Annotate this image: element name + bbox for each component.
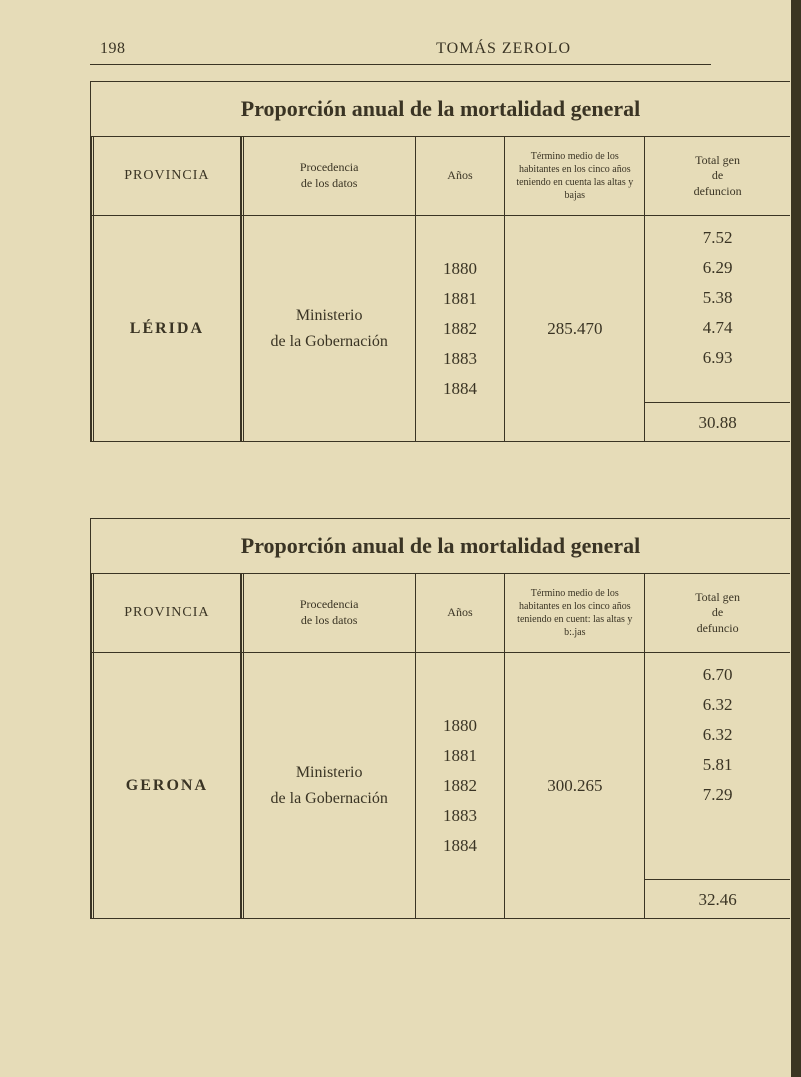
total-value: 5.81 [703,755,733,775]
col-header-provincia: PROVINCIA [91,137,241,215]
table-title: Proporción anual de la mortalidad genera… [91,82,790,137]
col-header-anos: Años [416,574,506,652]
total-value: 4.74 [703,318,733,338]
year: 1880 [443,716,477,736]
page: 198 TOMÁS ZEROLO Proporción anual de la … [0,0,801,1077]
running-header: 198 TOMÁS ZEROLO [0,40,801,58]
total-col-wrap: 7.52 6.29 5.38 4.74 6.93 30.88 [645,216,790,441]
provincia-name: GERONA [126,777,208,795]
year-list: 1880 1881 1882 1883 1884 [443,259,477,399]
total-sum: 32.46 [645,879,790,918]
spacer [0,442,801,502]
termino-value: 285.470 [547,319,602,339]
total-value: 6.32 [703,695,733,715]
table-header-row: PROVINCIA Procedencia de los datos Años … [91,137,790,216]
table-block-lerida: Proporción anual de la mortalidad genera… [90,81,790,442]
provincia-cell: GERONA [91,653,241,918]
total-cell: 7.52 6.29 5.38 4.74 6.93 30.88 [645,216,790,441]
anos-cell: 1880 1881 1882 1883 1884 [416,216,506,441]
total-value: 7.29 [703,785,733,805]
procedencia-cell: Ministerio de la Gobernación [241,653,416,918]
year: 1882 [443,319,477,339]
year: 1881 [443,289,477,309]
col-header-procedencia: Procedencia de los datos [241,137,416,215]
table-title: Proporción anual de la mortalidad genera… [91,519,790,574]
header-rule [90,64,711,65]
table-data-row: LÉRIDA Ministerio de la Gobernación 1880… [91,216,790,441]
col-header-anos: Años [416,137,506,215]
year: 1883 [443,349,477,369]
col-header-termino: Término medio de los habitantes en los c… [505,137,645,215]
total-values: 7.52 6.29 5.38 4.74 6.93 [645,216,790,368]
total-cell: 6.70 6.32 6.32 5.81 7.29 32.46 [645,653,790,918]
total-sum: 30.88 [645,402,790,441]
year: 1883 [443,806,477,826]
author-name: TOMÁS ZEROLO [436,40,571,58]
provincia-cell: LÉRIDA [91,216,241,441]
procedencia-cell: Ministerio de la Gobernación [241,216,416,441]
total-col-wrap: 6.70 6.32 6.32 5.81 7.29 32.46 [645,653,790,918]
col-header-total: Total gen de defuncion [645,137,790,215]
anos-cell: 1880 1881 1882 1883 1884 [416,653,506,918]
table-header-row: PROVINCIA Procedencia de los datos Años … [91,574,790,653]
col-header-total: Total gen de defuncio [645,574,790,652]
total-value: 7.52 [703,228,733,248]
procedencia-text: Ministerio de la Gobernación [271,760,388,811]
year: 1884 [443,379,477,399]
year-list: 1880 1881 1882 1883 1884 [443,716,477,856]
year: 1882 [443,776,477,796]
year: 1881 [443,746,477,766]
year: 1880 [443,259,477,279]
total-value: 6.70 [703,665,733,685]
col-header-provincia: PROVINCIA [91,574,241,652]
termino-value: 300.265 [547,776,602,796]
termino-cell: 300.265 [505,653,645,918]
total-values: 6.70 6.32 6.32 5.81 7.29 [645,653,790,805]
table-data-row: GERONA Ministerio de la Gobernación 1880… [91,653,790,918]
col-header-procedencia: Procedencia de los datos [241,574,416,652]
year: 1884 [443,836,477,856]
provincia-name: LÉRIDA [130,320,204,338]
procedencia-text: Ministerio de la Gobernación [271,303,388,354]
total-value: 5.38 [703,288,733,308]
termino-cell: 285.470 [505,216,645,441]
total-value: 6.32 [703,725,733,745]
page-number: 198 [100,40,126,58]
page-edge-shadow [791,0,801,1077]
col-header-termino: Término medio de los habitantes en los c… [505,574,645,652]
total-value: 6.29 [703,258,733,278]
table-block-gerona: Proporción anual de la mortalidad genera… [90,518,790,919]
total-value: 6.93 [703,348,733,368]
